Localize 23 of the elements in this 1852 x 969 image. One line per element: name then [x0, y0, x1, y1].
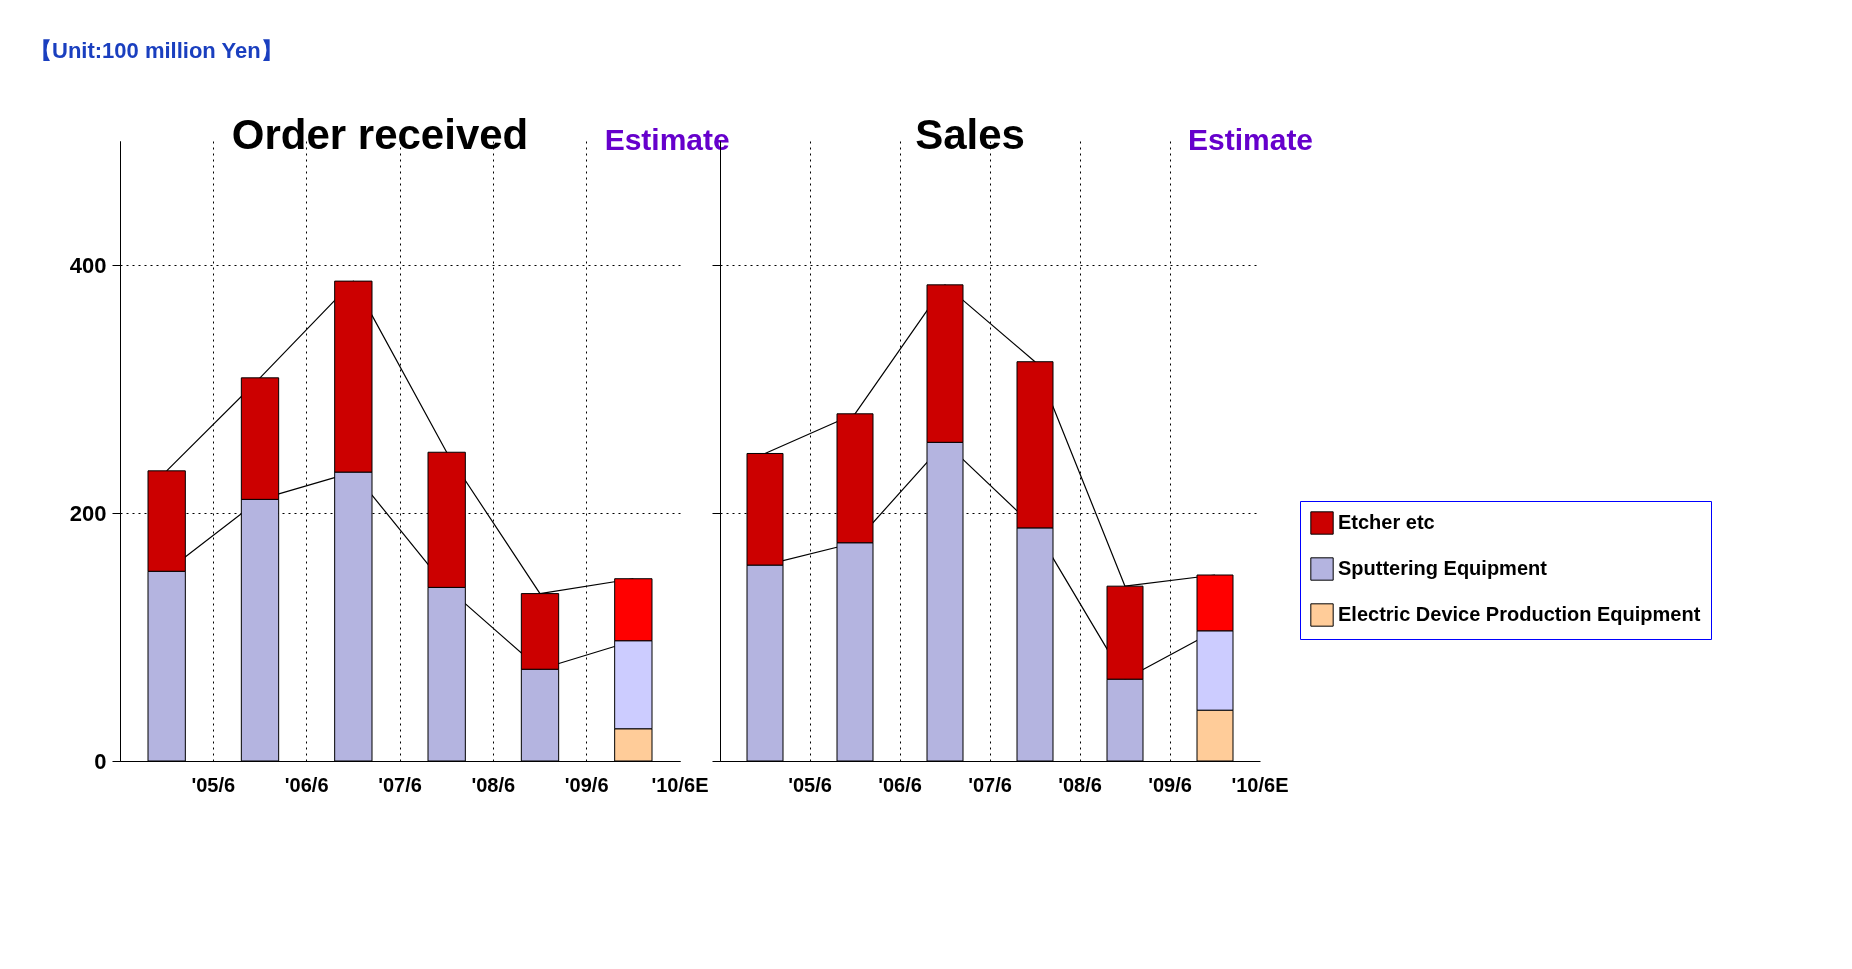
x-tick-label: '09/6	[564, 773, 609, 796]
y-tick-label: 0	[94, 748, 107, 774]
x-tick-label: '07/6	[968, 773, 1012, 796]
x-tick-label: '06/6	[284, 773, 329, 796]
legend-label: Etcher etc	[1338, 511, 1435, 533]
text: 【Unit:100 million Yen】	[30, 38, 283, 63]
y-tick-label: 400	[69, 252, 107, 278]
annotation: Estimate	[1188, 123, 1314, 156]
y-tick-label: 200	[69, 500, 107, 526]
chart-title: Sales	[915, 111, 1025, 158]
x-tick-label: '07/6	[378, 773, 422, 796]
x-tick-label: '08/6	[471, 773, 516, 796]
annotation: Estimate	[604, 123, 730, 156]
x-tick-label: '10/6E	[651, 773, 709, 796]
chart-title: Order received	[231, 111, 529, 158]
x-tick-label: '06/6	[878, 773, 922, 796]
x-tick-label: '09/6	[1148, 773, 1192, 796]
x-tick-label: '10/6E	[1231, 773, 1289, 796]
x-tick-label: '08/6	[1058, 773, 1102, 796]
x-tick-label: '05/6	[788, 773, 832, 796]
x-tick-label: '05/6	[191, 773, 236, 796]
legend-label: Sputtering Equipment	[1338, 557, 1548, 579]
legend-label: Electric Device Production Equipment	[1338, 603, 1701, 625]
